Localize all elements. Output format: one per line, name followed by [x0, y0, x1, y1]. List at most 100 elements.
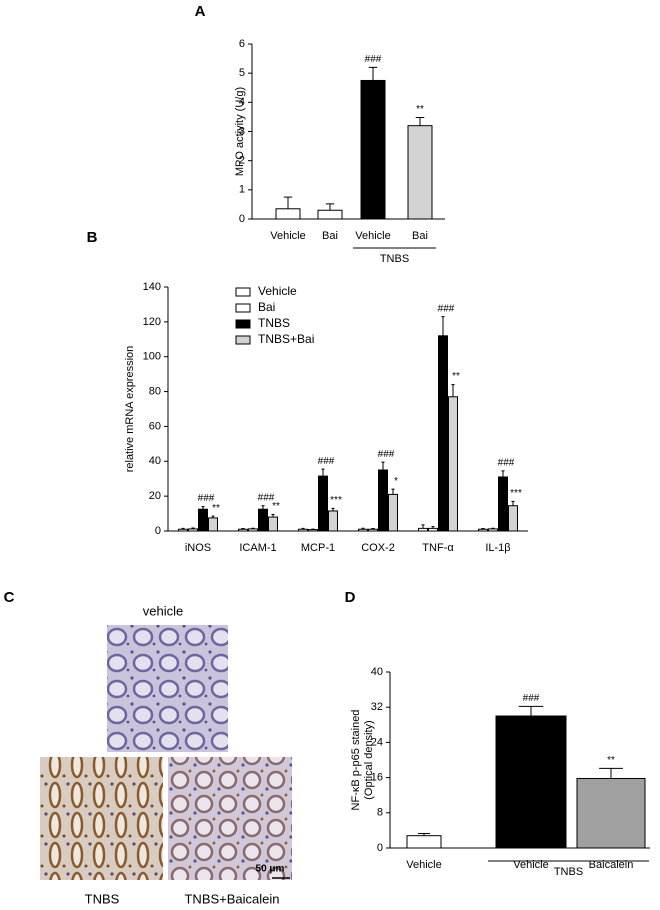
significance-marker: ###	[498, 458, 515, 469]
significance-marker: ###	[198, 493, 215, 504]
significance-marker: ***	[330, 495, 342, 506]
bar	[238, 528, 248, 532]
bar	[318, 475, 328, 532]
significance-marker: ***	[510, 488, 522, 499]
y-tick-label: 120	[143, 316, 161, 328]
significance-marker: *	[394, 476, 398, 487]
bar	[268, 516, 278, 532]
y-tick-label: 16	[371, 772, 383, 784]
bar	[248, 528, 258, 532]
micrograph-label: vehicle	[143, 603, 183, 618]
y-tick-label: 0	[155, 525, 161, 537]
legend-swatch	[235, 319, 251, 329]
bar	[576, 777, 646, 849]
significance-marker: ###	[318, 456, 335, 467]
bar	[448, 396, 458, 532]
bar	[498, 476, 508, 532]
bar	[407, 125, 433, 220]
x-tick-label: Vehicle	[406, 859, 441, 871]
x-tick-label: MCP-1	[301, 542, 335, 554]
bar	[298, 528, 308, 532]
micrograph	[40, 757, 163, 880]
y-tick-label: 1	[239, 184, 245, 196]
legend-label: TNBS+Bai	[258, 332, 314, 346]
error-bar	[191, 527, 195, 529]
bar	[418, 527, 428, 532]
significance-marker: **	[416, 104, 424, 115]
significance-marker: **	[452, 371, 460, 382]
error-bar	[491, 527, 495, 529]
micrograph-label: TNBS	[85, 891, 120, 906]
panel-label: B	[87, 229, 98, 246]
bar	[188, 528, 198, 532]
panel-label: A	[195, 3, 206, 20]
significance-marker: ###	[258, 492, 275, 503]
bar	[358, 528, 368, 532]
bar	[317, 209, 343, 220]
bar	[308, 529, 318, 532]
error-bar	[441, 316, 445, 336]
y-tick-label: 4	[239, 96, 245, 108]
error-bar	[211, 515, 215, 518]
x-tick-label: IL-1β	[485, 542, 510, 554]
error-bar	[421, 524, 425, 529]
error-bar	[599, 767, 623, 779]
x-tick-label: ICAM-1	[239, 542, 276, 554]
error-bar	[241, 528, 245, 530]
error-bar	[391, 488, 395, 495]
x-tick-label: TNF-α	[422, 542, 454, 554]
scale-bar-label: 50 μm	[256, 864, 285, 875]
error-bar	[331, 507, 335, 511]
y-axis-label: (Optical density)	[363, 720, 375, 799]
significance-marker: **	[607, 755, 615, 766]
bar	[495, 715, 567, 849]
error-bar	[261, 505, 265, 510]
x-tick-label: Bai	[322, 230, 338, 242]
bar	[508, 505, 518, 532]
bar	[178, 528, 188, 532]
bar	[368, 528, 378, 532]
y-tick-label: 80	[149, 385, 161, 397]
bar	[388, 493, 398, 532]
bar	[198, 508, 208, 532]
error-bar	[418, 832, 430, 836]
x-tick-label: Vehicle	[270, 230, 305, 242]
bar	[360, 79, 386, 220]
error-bar	[271, 513, 275, 518]
error-bar	[181, 527, 185, 530]
bar	[258, 508, 268, 532]
legend-swatch	[235, 303, 251, 313]
y-tick-label: 40	[371, 666, 383, 678]
y-tick-label: 0	[377, 842, 383, 854]
bar	[378, 469, 388, 532]
error-bar	[361, 527, 365, 530]
legend-swatch	[235, 287, 251, 297]
significance-marker: ###	[378, 449, 395, 460]
y-tick-label: 8	[377, 807, 383, 819]
error-bar	[501, 470, 505, 477]
bar	[328, 510, 338, 532]
error-bar	[518, 705, 544, 716]
x-tick-label: Vehicle	[355, 230, 390, 242]
error-bar	[251, 527, 255, 529]
error-bar	[451, 384, 455, 397]
bar	[275, 208, 301, 220]
error-bar	[283, 196, 293, 209]
significance-marker: ###	[523, 693, 540, 704]
error-bar	[431, 526, 435, 529]
y-tick-label: 5	[239, 67, 245, 79]
legend-swatch	[235, 335, 251, 345]
legend-label: Bai	[258, 300, 275, 314]
bar	[478, 528, 488, 532]
error-bar	[511, 500, 515, 506]
error-bar	[371, 528, 375, 530]
error-bar	[301, 527, 305, 530]
y-tick-label: 100	[143, 351, 161, 363]
significance-marker: **	[212, 503, 220, 514]
legend-label: Vehicle	[258, 284, 297, 298]
bar	[438, 335, 448, 532]
x-tick-label: COX-2	[361, 542, 395, 554]
significance-marker: **	[272, 501, 280, 512]
bar	[406, 835, 442, 849]
